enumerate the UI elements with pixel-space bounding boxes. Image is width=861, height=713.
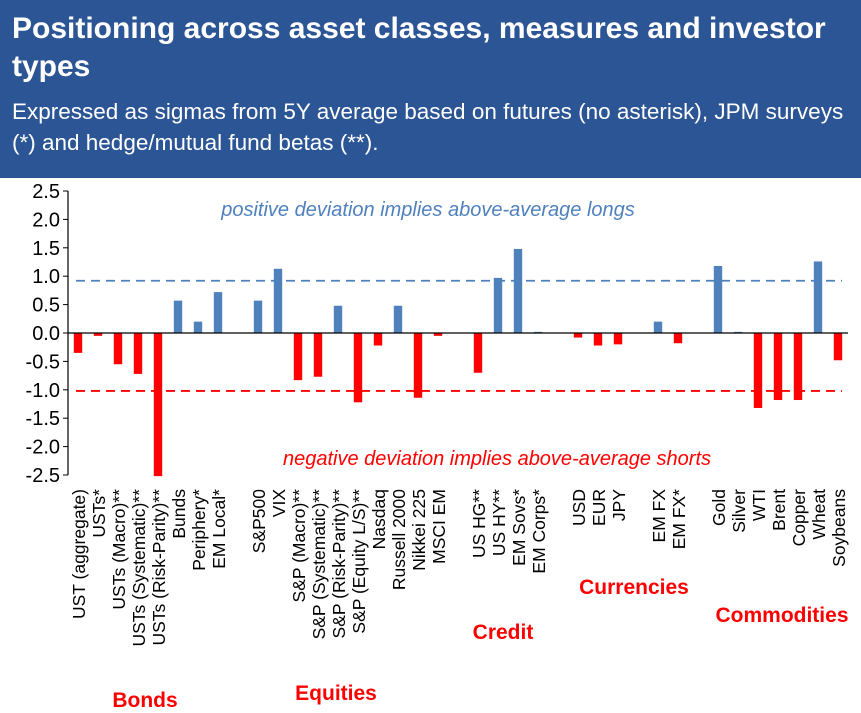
x-tick-label: Nikkei 225 bbox=[409, 489, 429, 571]
bar bbox=[833, 333, 843, 361]
y-tick-label: 2.0 bbox=[32, 209, 60, 231]
bar bbox=[273, 268, 283, 333]
bar bbox=[773, 333, 783, 401]
group-label-equities: Equities bbox=[295, 682, 377, 705]
x-tick-label: USTs (Risk-Parity)** bbox=[149, 489, 169, 646]
x-tick-label: Gold bbox=[709, 489, 729, 526]
chart-title: Positioning across asset classes, measur… bbox=[12, 12, 826, 83]
bar bbox=[513, 248, 523, 333]
x-tick-label: EUR bbox=[589, 489, 609, 526]
bar bbox=[753, 333, 763, 408]
bar bbox=[93, 333, 103, 336]
y-tick-label: 0.5 bbox=[32, 295, 60, 317]
x-tick-label: S&P (Equity L/S)** bbox=[349, 489, 369, 634]
x-tick-label: Bunds bbox=[169, 489, 189, 539]
bar bbox=[113, 333, 123, 365]
group-label-credit: Credit bbox=[473, 621, 534, 644]
bar bbox=[393, 305, 403, 333]
y-tick-label: -2.5 bbox=[26, 465, 60, 487]
bar bbox=[173, 300, 183, 333]
bar bbox=[793, 333, 803, 401]
y-tick-label: 1.0 bbox=[32, 266, 60, 288]
bar bbox=[673, 333, 683, 344]
x-tick-label: Soybeans bbox=[829, 489, 849, 567]
y-tick-label: -0.5 bbox=[26, 351, 60, 373]
bar bbox=[813, 261, 823, 333]
bar bbox=[573, 333, 583, 338]
x-tick-label: Silver bbox=[729, 489, 749, 533]
bar bbox=[493, 277, 503, 333]
x-tick-label: S&P (Macro)** bbox=[289, 489, 309, 603]
x-tick-label: USTs (Systematic)** bbox=[129, 489, 149, 647]
x-tick-label: Brent bbox=[769, 489, 789, 531]
bar bbox=[133, 333, 143, 374]
bar bbox=[333, 305, 343, 333]
bar bbox=[253, 300, 263, 333]
group-label-bonds: Bonds bbox=[112, 689, 177, 712]
x-tick-label: S&P (Systematic)** bbox=[309, 489, 329, 640]
bar bbox=[293, 333, 303, 381]
x-tick-label: EM Sovs* bbox=[509, 489, 529, 566]
x-tick-label: US HG** bbox=[469, 489, 489, 558]
x-tick-label: USD bbox=[569, 489, 589, 526]
x-tick-label: Russell 2000 bbox=[389, 489, 409, 590]
x-tick-label: JPY bbox=[609, 489, 629, 521]
bar-chart: 2.5 2.0 1.5 1.0 0.5 0.0 -0.5 -1.0 -1.5 -2.0 -2.5 U… bbox=[26, 181, 849, 712]
group-label-commodities: Commodities bbox=[715, 604, 848, 627]
bar bbox=[713, 265, 723, 333]
bar bbox=[613, 333, 623, 345]
bar bbox=[373, 333, 383, 346]
x-tick-label: EM FX bbox=[649, 489, 669, 543]
x-tick-label: EM Corps* bbox=[529, 489, 549, 574]
x-tick-label: US HY** bbox=[489, 489, 509, 556]
x-tick-label: S&P (Risk-Parity)** bbox=[329, 489, 349, 639]
x-tick-label: S&P500 bbox=[249, 489, 269, 553]
x-tick-label: MSCI EM bbox=[429, 489, 449, 564]
x-tick-label: UST (aggregate) bbox=[69, 489, 89, 619]
bar bbox=[593, 333, 603, 346]
bar bbox=[433, 333, 443, 336]
y-tick-label: 0.0 bbox=[32, 323, 60, 345]
bar bbox=[193, 321, 203, 333]
bar bbox=[73, 333, 83, 353]
chart-subtitle: Expressed as sigmas from 5Y average base… bbox=[12, 99, 844, 155]
x-tick-label: EM FX* bbox=[669, 489, 689, 549]
annotation-positive: positive deviation implies above-average… bbox=[220, 199, 635, 221]
bar bbox=[473, 333, 483, 373]
bar bbox=[213, 292, 223, 333]
x-tick-label: VIX bbox=[269, 489, 289, 518]
bar bbox=[653, 321, 663, 333]
y-tick-label: -1.5 bbox=[26, 408, 60, 430]
x-tick-label: WTI bbox=[749, 489, 769, 521]
annotation-negative: negative deviation implies above-average… bbox=[283, 448, 711, 470]
group-label-currencies: Currencies bbox=[579, 576, 689, 599]
x-tick-label: Periphery* bbox=[189, 489, 209, 571]
bar bbox=[413, 333, 423, 398]
x-tick-label: Copper bbox=[789, 489, 809, 547]
bar bbox=[313, 333, 323, 377]
x-tick-label: USTs (Macro)** bbox=[109, 489, 129, 610]
y-tick-label: 2.5 bbox=[32, 181, 60, 203]
chart-header: Positioning across asset classes, measur… bbox=[0, 0, 861, 178]
y-tick-label: -1.0 bbox=[26, 380, 60, 402]
y-tick-label: 1.5 bbox=[32, 238, 60, 260]
x-tick-label: Wheat bbox=[809, 489, 829, 540]
y-tick-label: -2.0 bbox=[26, 437, 60, 459]
x-tick-label: Nasdaq bbox=[369, 489, 389, 549]
x-tick-label: EM Local* bbox=[209, 489, 229, 569]
bar bbox=[153, 333, 163, 477]
x-tick-label: USTs* bbox=[89, 489, 109, 538]
bar bbox=[353, 333, 363, 403]
